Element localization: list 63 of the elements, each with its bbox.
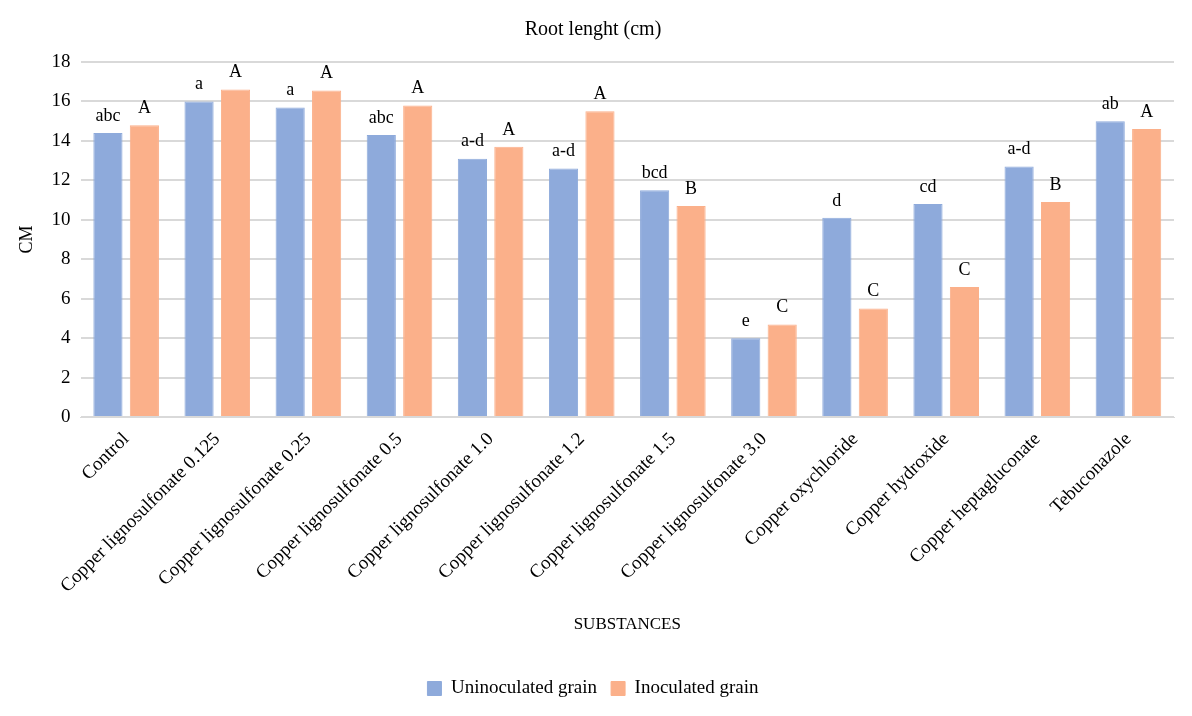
annotation: ab bbox=[1101, 92, 1119, 113]
bar bbox=[640, 190, 670, 417]
bar bbox=[1040, 202, 1071, 417]
annotation: A bbox=[593, 83, 607, 104]
bar bbox=[913, 204, 943, 417]
annotation: a bbox=[286, 79, 295, 100]
annotation: A bbox=[229, 61, 242, 82]
bar bbox=[129, 125, 159, 417]
annotation: a-d bbox=[1007, 138, 1031, 159]
annotation: d bbox=[832, 189, 842, 210]
bar bbox=[1004, 166, 1034, 417]
bar bbox=[403, 105, 433, 417]
annotation: A bbox=[320, 62, 334, 83]
annotation: C bbox=[867, 280, 880, 301]
annotation: C bbox=[958, 258, 971, 279]
annotation: abc bbox=[95, 104, 121, 125]
bar bbox=[731, 338, 761, 417]
annotation: bcd bbox=[641, 161, 668, 182]
bar bbox=[822, 217, 852, 417]
y-tick-label: 6 bbox=[61, 286, 71, 308]
annotation: a-d bbox=[460, 130, 484, 151]
bar bbox=[312, 90, 342, 417]
y-tick-label: 16 bbox=[51, 89, 71, 111]
annotation: A bbox=[1140, 100, 1154, 121]
legend-label: Uninoculated grain bbox=[450, 676, 598, 698]
bar bbox=[949, 286, 980, 417]
annotation: cd bbox=[919, 175, 937, 196]
annotation: A bbox=[411, 77, 425, 98]
annotation: A bbox=[502, 118, 516, 139]
y-tick-label: 8 bbox=[61, 247, 71, 269]
y-tick-label: 4 bbox=[61, 326, 72, 348]
annotation: B bbox=[1049, 173, 1062, 194]
annotation: e bbox=[741, 309, 750, 330]
annotation: C bbox=[776, 296, 789, 317]
bar bbox=[676, 206, 706, 417]
annotation: A bbox=[137, 96, 151, 117]
annotation: a bbox=[195, 73, 204, 94]
bar bbox=[93, 133, 123, 417]
chart-title: Root lenght (cm) bbox=[524, 17, 662, 41]
bar bbox=[184, 101, 214, 417]
y-tick-label: 0 bbox=[61, 405, 71, 427]
bar bbox=[767, 324, 797, 417]
y-tick-label: 12 bbox=[51, 168, 71, 190]
y-tick-label: 10 bbox=[51, 207, 71, 229]
bar bbox=[366, 135, 396, 417]
annotation: B bbox=[685, 177, 698, 198]
bar bbox=[585, 111, 615, 417]
bar bbox=[1095, 121, 1125, 417]
x-axis-title: SUBSTANCES bbox=[573, 614, 681, 634]
annotation: a-d bbox=[552, 140, 576, 161]
legend-label: Inoculated grain bbox=[634, 676, 760, 698]
bar bbox=[858, 308, 888, 417]
bar bbox=[494, 146, 524, 417]
y-tick-label: 14 bbox=[51, 128, 72, 150]
y-tick-label: 18 bbox=[51, 49, 71, 71]
bar bbox=[548, 168, 579, 417]
bar bbox=[457, 158, 487, 417]
y-axis-title: CM bbox=[15, 225, 36, 254]
y-tick-label: 2 bbox=[61, 365, 71, 387]
bar bbox=[1132, 129, 1162, 417]
bar bbox=[275, 107, 305, 417]
bar bbox=[220, 89, 251, 417]
annotation: abc bbox=[368, 106, 394, 127]
